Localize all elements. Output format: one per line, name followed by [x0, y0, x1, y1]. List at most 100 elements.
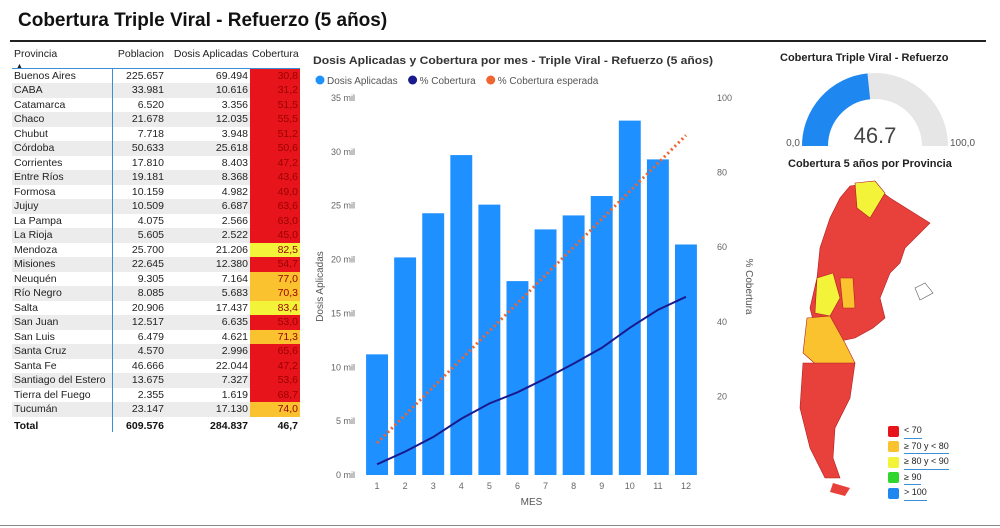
population: 2.355: [111, 387, 166, 402]
population: 4.075: [111, 213, 166, 228]
table-row[interactable]: Mendoza 25.700 21.206 82,5: [12, 242, 300, 257]
bar-dosis[interactable]: [450, 155, 473, 475]
doses: 3.356: [221, 98, 248, 111]
doses: 8.368: [166, 170, 250, 185]
col-dosis[interactable]: Dosis Aplicadas: [173, 48, 248, 60]
sort-asc-icon[interactable]: ▲: [16, 63, 23, 69]
doses: 10.616: [166, 83, 250, 98]
table-row[interactable]: San Luis 6.479 4.621 71,3: [12, 329, 300, 344]
bar-dosis[interactable]: [534, 229, 557, 475]
bar-dosis[interactable]: [675, 244, 697, 475]
province-name: Santiago del Estero: [12, 373, 112, 388]
doses: 2.522: [166, 228, 250, 243]
monthly-chart: Dosis Aplicadas y Cobertura por mes - Tr…: [313, 55, 754, 508]
province-name: La Pampa: [14, 214, 62, 227]
legend-item[interactable]: > 100: [888, 486, 949, 501]
table-row[interactable]: Córdoba 50.633 25.618 50,6: [12, 141, 300, 156]
table-row[interactable]: Jujuy 10.509 6.687 63,6: [12, 199, 300, 214]
x-tick: 3: [431, 481, 436, 491]
legend-item[interactable]: ≥ 70 y < 80: [888, 440, 949, 454]
table-row[interactable]: Misiones 22.645 12.380 54,7: [12, 257, 300, 272]
x-tick: 12: [681, 481, 691, 491]
legend-marker: [486, 75, 496, 85]
col-poblacion[interactable]: Poblacion: [117, 48, 164, 60]
bar-dosis[interactable]: [506, 281, 529, 475]
doses: 6.687: [166, 199, 250, 214]
legend-item[interactable]: ≥ 90: [888, 471, 949, 485]
population: 20.906: [111, 300, 166, 315]
total-cell: 46,7: [250, 416, 300, 432]
province-name: Río Negro: [12, 286, 112, 301]
table-row[interactable]: Entre Ríos 19.181 8.368 43,6: [12, 170, 300, 185]
coverage: 47,2: [250, 155, 300, 170]
bar-dosis[interactable]: [562, 215, 585, 475]
legend-swatch: [888, 425, 899, 437]
bar-dosis[interactable]: [590, 196, 613, 475]
bar-dosis[interactable]: [366, 354, 388, 475]
header-label: Provincia: [14, 48, 58, 60]
table-row[interactable]: Catamarca 6.520 3.356 51,5: [12, 97, 300, 112]
x-tick: 8: [571, 481, 576, 491]
bar-dosis[interactable]: [394, 257, 417, 475]
population: 19.181: [111, 170, 166, 185]
table-row[interactable]: Santa Cruz 4.570 2.996 65,6: [12, 344, 300, 359]
doses: 12.380: [166, 257, 250, 272]
legend-label: % Cobertura esperada: [498, 76, 599, 87]
legend-item[interactable]: ≥ 80 y < 90: [888, 455, 949, 470]
table-row[interactable]: CABA 33.981 10.616 31,2: [12, 83, 300, 98]
population: 8.085: [111, 286, 166, 301]
coverage: 49,0: [250, 184, 300, 199]
table-row[interactable]: Salta 20.906 17.437 83,4: [12, 300, 300, 315]
table-row[interactable]: La Pampa 4.075 2.566 63,0: [12, 213, 300, 228]
doses: 17.130: [166, 402, 250, 417]
doses: 2.566: [221, 214, 248, 227]
population: 22.645: [111, 257, 166, 272]
y-tick: 25 mil: [331, 201, 355, 211]
province-name: Buenos Aires: [14, 70, 76, 82]
coverage: 50,6: [250, 141, 300, 156]
y2-tick: 80: [717, 168, 727, 178]
province-name: Jujuy: [12, 199, 112, 214]
population: 10.159: [111, 184, 166, 199]
table-row[interactable]: Chaco 21.678 12.035 55,5: [12, 112, 300, 127]
chart-title: Dosis Aplicadas y Cobertura por mes - Tr…: [313, 55, 713, 67]
col-provincia[interactable]: Provincia ▲: [12, 46, 112, 69]
y2-tick: 100: [717, 93, 732, 103]
bar-dosis[interactable]: [422, 213, 445, 476]
population: 7.718: [111, 126, 166, 141]
total-cell: 284.837: [166, 416, 250, 432]
coverage: 74,0: [250, 402, 300, 417]
bar-dosis[interactable]: [646, 159, 669, 475]
table-row[interactable]: Tucumán 23.147 17.130 74,0: [12, 402, 300, 417]
doses: 7.327: [166, 373, 250, 388]
province-table: Provincia ▲ Poblacion Dosis Aplicadas Cob…: [12, 46, 300, 432]
x-tick: 1: [375, 481, 380, 491]
doses: 17.437: [215, 301, 248, 314]
x-tick: 10: [625, 481, 635, 491]
table-row[interactable]: Buenos Aires 225.657 69.494 30,8: [12, 68, 300, 83]
legend-item[interactable]: < 70: [888, 424, 949, 439]
table-row[interactable]: Santiago del Estero 13.675 7.327 53,6: [12, 373, 300, 388]
province-name: Chubut: [14, 127, 48, 140]
table-row[interactable]: Neuquén 9.305 7.164 77,0: [12, 271, 300, 286]
province-name: CABA: [12, 83, 112, 98]
doses: 6.635: [166, 315, 250, 330]
doses: 2.996: [166, 344, 250, 359]
y-tick: 0 mil: [336, 470, 355, 480]
table-row[interactable]: Santa Fe 46.666 22.044 47,2: [12, 358, 300, 373]
argentina-map: [799, 180, 934, 496]
population: 9.305: [111, 271, 166, 286]
table-row[interactable]: Corrientes 17.810 8.403 47,2: [12, 155, 300, 170]
table-row[interactable]: Chubut 7.718 3.948 51,2: [12, 126, 300, 141]
table-row[interactable]: San Juan 12.517 6.635 53,0: [12, 315, 300, 330]
table-row[interactable]: Río Negro 8.085 5.683 70,3: [12, 286, 300, 301]
legend-swatch: [888, 472, 899, 484]
table-row[interactable]: La Rioja 5.605 2.522 45,0: [12, 228, 300, 243]
table-row[interactable]: Formosa 10.159 4.982 49,0: [12, 184, 300, 199]
table-row[interactable]: Tierra del Fuego 2.355 1.619 68,7: [12, 387, 300, 402]
population: 23.147: [111, 402, 166, 417]
total-cell: Total: [12, 416, 112, 432]
bar-dosis[interactable]: [618, 120, 641, 476]
x-tick: 9: [599, 481, 604, 491]
col-cobertura[interactable]: Cobertura: [252, 48, 299, 60]
